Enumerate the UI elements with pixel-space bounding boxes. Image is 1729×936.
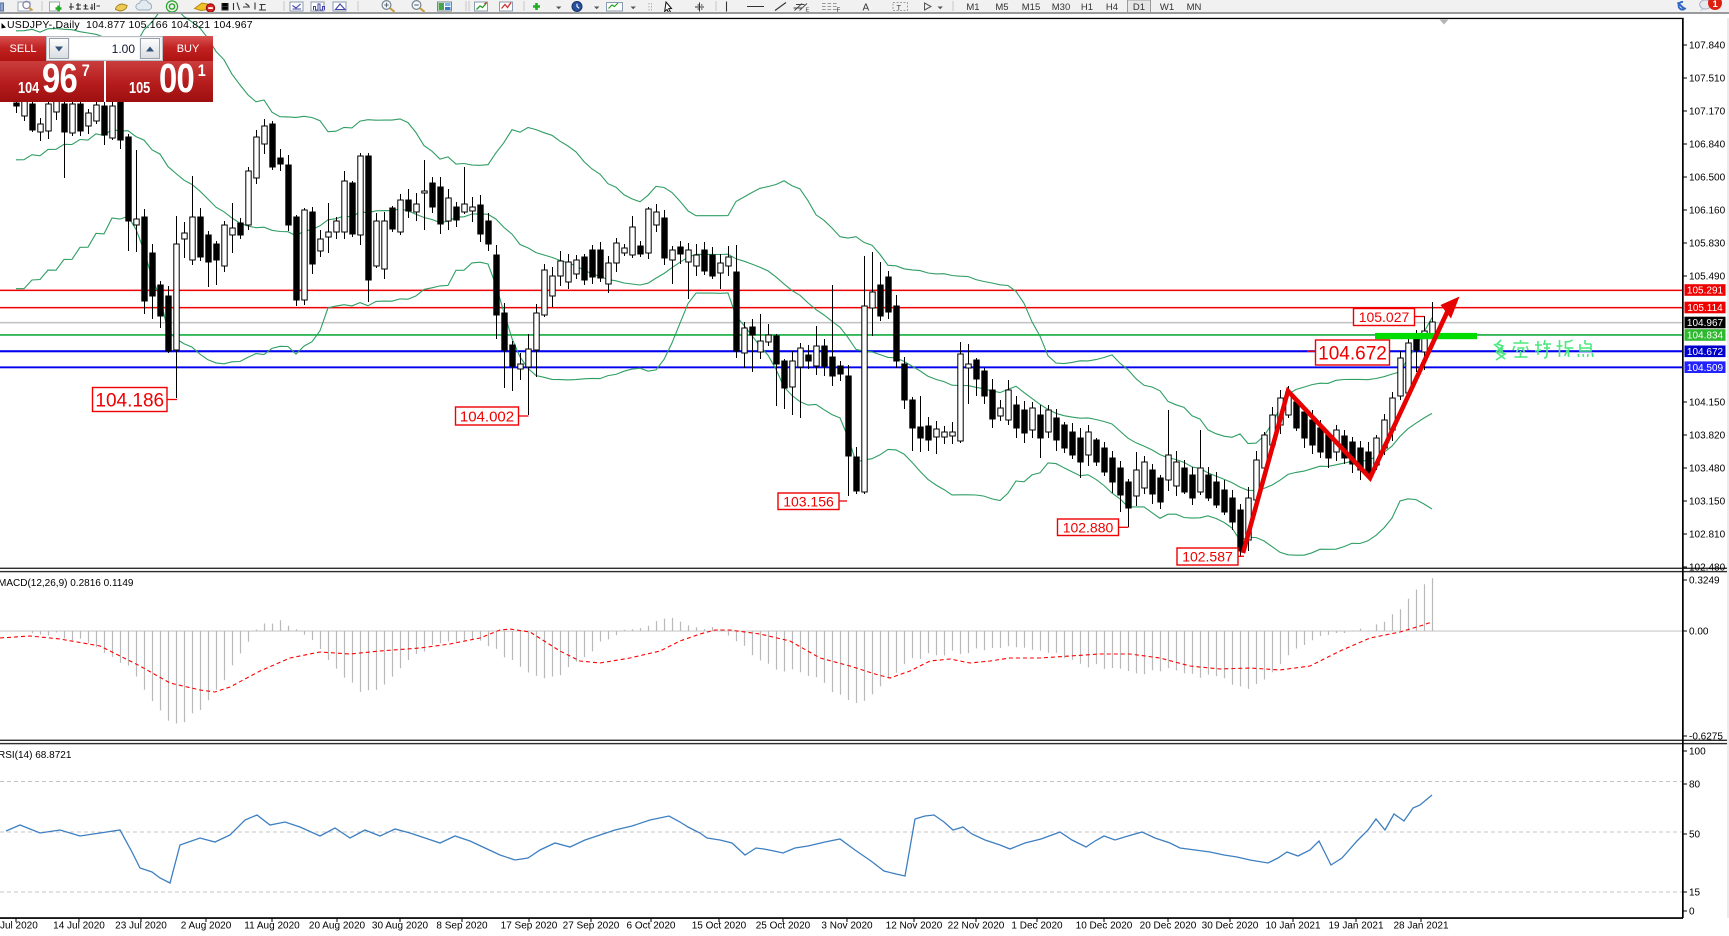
svg-text:H4: H4 bbox=[1106, 2, 1118, 13]
svg-text:107.510: 107.510 bbox=[1689, 74, 1726, 85]
svg-text:10 Jan 2021: 10 Jan 2021 bbox=[1265, 921, 1320, 932]
svg-text:106.160: 106.160 bbox=[1689, 206, 1726, 217]
svg-text:102.810: 102.810 bbox=[1689, 530, 1726, 541]
svg-text:F: F bbox=[837, 8, 841, 13]
svg-text:D1: D1 bbox=[1133, 2, 1145, 13]
svg-text:102.480: 102.480 bbox=[1689, 563, 1726, 574]
svg-text:M1: M1 bbox=[966, 2, 979, 13]
svg-text:107.840: 107.840 bbox=[1689, 41, 1726, 52]
svg-text:17 Sep 2020: 17 Sep 2020 bbox=[501, 921, 558, 932]
svg-text:102.880: 102.880 bbox=[1063, 519, 1114, 535]
svg-text:0.3249: 0.3249 bbox=[1689, 576, 1720, 587]
svg-text:105.830: 105.830 bbox=[1689, 239, 1726, 250]
svg-text:Jul 2020: Jul 2020 bbox=[0, 921, 38, 932]
svg-text:23 Jul 2020: 23 Jul 2020 bbox=[115, 921, 167, 932]
svg-text:RSI(14) 68.8721: RSI(14) 68.8721 bbox=[0, 750, 72, 761]
svg-text:0.00: 0.00 bbox=[1689, 627, 1709, 638]
svg-text:MN: MN bbox=[1187, 2, 1202, 13]
svg-text:103.150: 103.150 bbox=[1689, 497, 1726, 508]
svg-text:20 Dec 2020: 20 Dec 2020 bbox=[1140, 921, 1197, 932]
svg-text:3 Nov 2020: 3 Nov 2020 bbox=[821, 921, 873, 932]
svg-text:104.150: 104.150 bbox=[1689, 398, 1726, 409]
svg-text:100: 100 bbox=[1689, 747, 1706, 758]
svg-text:30 Aug 2020: 30 Aug 2020 bbox=[372, 921, 429, 932]
svg-text:104.672: 104.672 bbox=[1687, 347, 1724, 358]
svg-text:E: E bbox=[806, 8, 810, 14]
svg-text:27 Sep 2020: 27 Sep 2020 bbox=[563, 921, 620, 932]
svg-text:106.500: 106.500 bbox=[1689, 173, 1726, 184]
svg-text:15 Oct 2020: 15 Oct 2020 bbox=[692, 921, 747, 932]
svg-text:25 Oct 2020: 25 Oct 2020 bbox=[756, 921, 811, 932]
svg-text:107.170: 107.170 bbox=[1689, 107, 1726, 118]
svg-text:12 Nov 2020: 12 Nov 2020 bbox=[886, 921, 943, 932]
svg-text:104.834: 104.834 bbox=[1687, 331, 1724, 342]
svg-text:28 Jan 2021: 28 Jan 2021 bbox=[1393, 921, 1448, 932]
svg-text:11 Aug 2020: 11 Aug 2020 bbox=[244, 921, 300, 932]
svg-text:104.186: 104.186 bbox=[95, 390, 164, 411]
svg-text:50: 50 bbox=[1689, 830, 1701, 841]
svg-text:30 Dec 2020: 30 Dec 2020 bbox=[1202, 921, 1259, 932]
svg-text:104.672: 104.672 bbox=[1318, 343, 1387, 364]
svg-text:105.114: 105.114 bbox=[1687, 303, 1723, 314]
svg-text:104.509: 104.509 bbox=[1687, 363, 1724, 374]
svg-text:2 Aug 2020: 2 Aug 2020 bbox=[181, 921, 232, 932]
svg-text:6 Oct 2020: 6 Oct 2020 bbox=[627, 921, 676, 932]
svg-text:20 Aug 2020: 20 Aug 2020 bbox=[309, 921, 366, 932]
svg-text:-0.6275: -0.6275 bbox=[1689, 732, 1723, 743]
svg-text:1: 1 bbox=[1713, 0, 1719, 10]
svg-text:103.480: 103.480 bbox=[1689, 464, 1726, 475]
svg-text:106.840: 106.840 bbox=[1689, 140, 1726, 151]
svg-text:105.490: 105.490 bbox=[1689, 272, 1726, 283]
svg-text:M30: M30 bbox=[1052, 2, 1070, 13]
svg-text:104.967: 104.967 bbox=[1687, 318, 1724, 329]
svg-text:80: 80 bbox=[1689, 780, 1701, 791]
svg-text:H1: H1 bbox=[1081, 2, 1093, 13]
svg-text:M15: M15 bbox=[1022, 2, 1040, 13]
svg-text:104.002: 104.002 bbox=[460, 408, 514, 425]
svg-text:8 Sep 2020: 8 Sep 2020 bbox=[436, 921, 488, 932]
svg-text:M5: M5 bbox=[995, 2, 1008, 13]
svg-text:MACD(12,26,9) 0.2816 0.1149: MACD(12,26,9) 0.2816 0.1149 bbox=[0, 578, 134, 589]
svg-text:1 Dec 2020: 1 Dec 2020 bbox=[1011, 921, 1063, 932]
svg-text:0: 0 bbox=[1689, 907, 1695, 918]
svg-text:19 Jan 2021: 19 Jan 2021 bbox=[1328, 921, 1383, 932]
svg-text:W1: W1 bbox=[1160, 2, 1174, 13]
svg-text:105.291: 105.291 bbox=[1687, 286, 1724, 297]
svg-text:22 Nov 2020: 22 Nov 2020 bbox=[948, 921, 1005, 932]
svg-text:T: T bbox=[897, 3, 902, 12]
svg-text:103.156: 103.156 bbox=[783, 493, 834, 509]
svg-text:15: 15 bbox=[1689, 888, 1701, 899]
svg-text:105.027: 105.027 bbox=[1359, 309, 1410, 325]
svg-text:10 Dec 2020: 10 Dec 2020 bbox=[1076, 921, 1133, 932]
svg-text:A: A bbox=[863, 3, 870, 14]
svg-text:102.587: 102.587 bbox=[1182, 549, 1233, 565]
svg-text:14 Jul 2020: 14 Jul 2020 bbox=[53, 921, 105, 932]
svg-text:103.820: 103.820 bbox=[1689, 431, 1726, 442]
